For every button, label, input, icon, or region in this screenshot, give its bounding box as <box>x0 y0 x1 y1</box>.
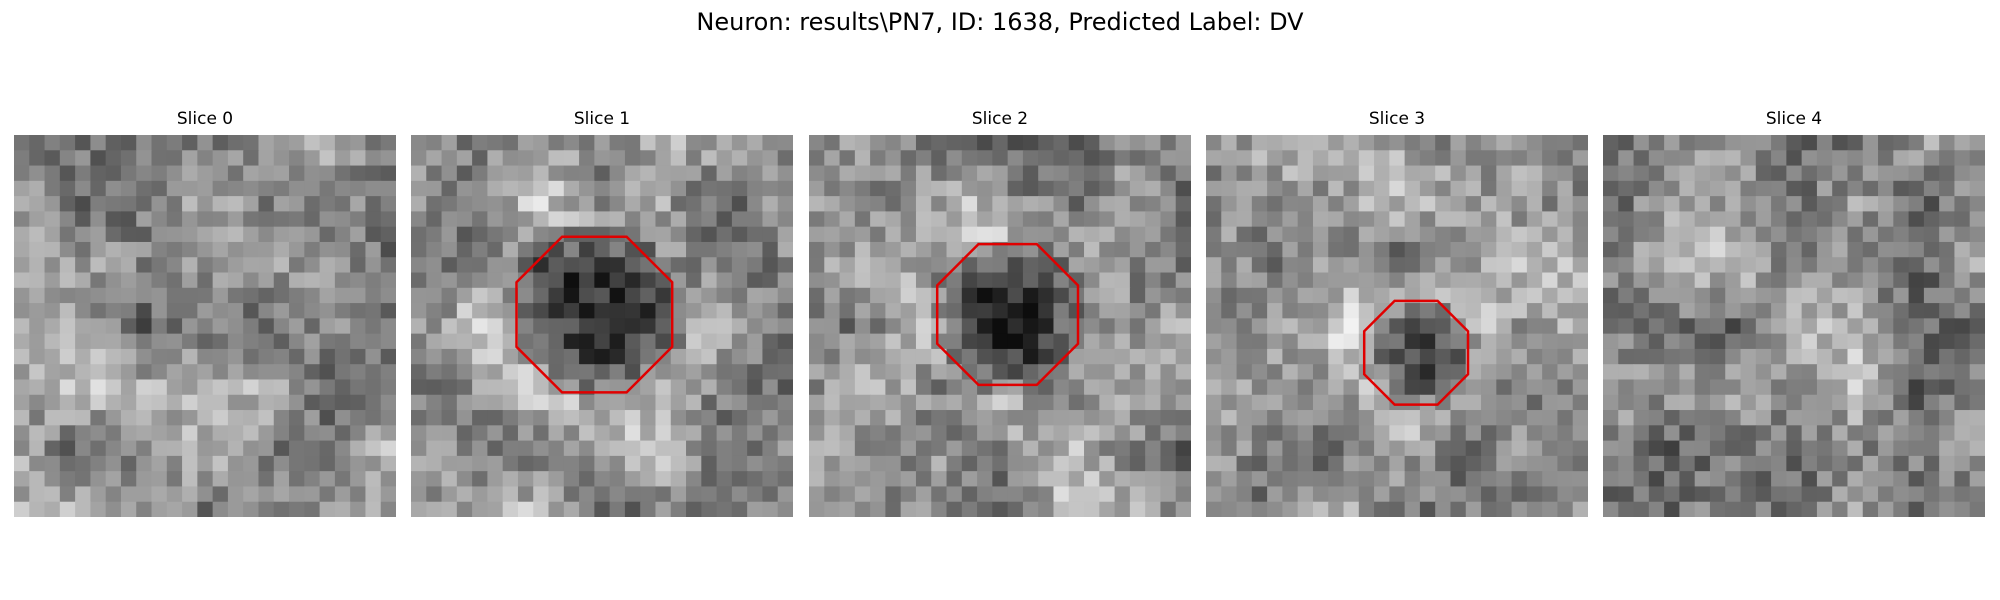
slice-title: Slice 4 <box>1765 109 1823 129</box>
slice-image <box>809 135 1191 517</box>
cell-outline-octagon <box>515 235 674 394</box>
pixel-grid <box>14 135 396 517</box>
slice-image <box>1603 135 1985 517</box>
slice-title: Slice 0 <box>176 109 234 129</box>
slice-title: Slice 2 <box>971 109 1029 129</box>
pixel-grid <box>809 135 1191 517</box>
cell-outline-octagon <box>935 242 1080 387</box>
pixel-grid <box>1603 135 1985 517</box>
pixel-grid <box>411 135 793 517</box>
slice-title: Slice 1 <box>573 109 631 129</box>
cell-outline-octagon <box>1362 299 1470 406</box>
slice-image <box>1206 135 1588 517</box>
figure-title: Neuron: results\PN7, ID: 1638, Predicted… <box>696 8 1304 36</box>
slice-image <box>14 135 396 517</box>
pixel-grid <box>1206 135 1588 517</box>
slice-image <box>411 135 793 517</box>
slice-title: Slice 3 <box>1368 109 1426 129</box>
